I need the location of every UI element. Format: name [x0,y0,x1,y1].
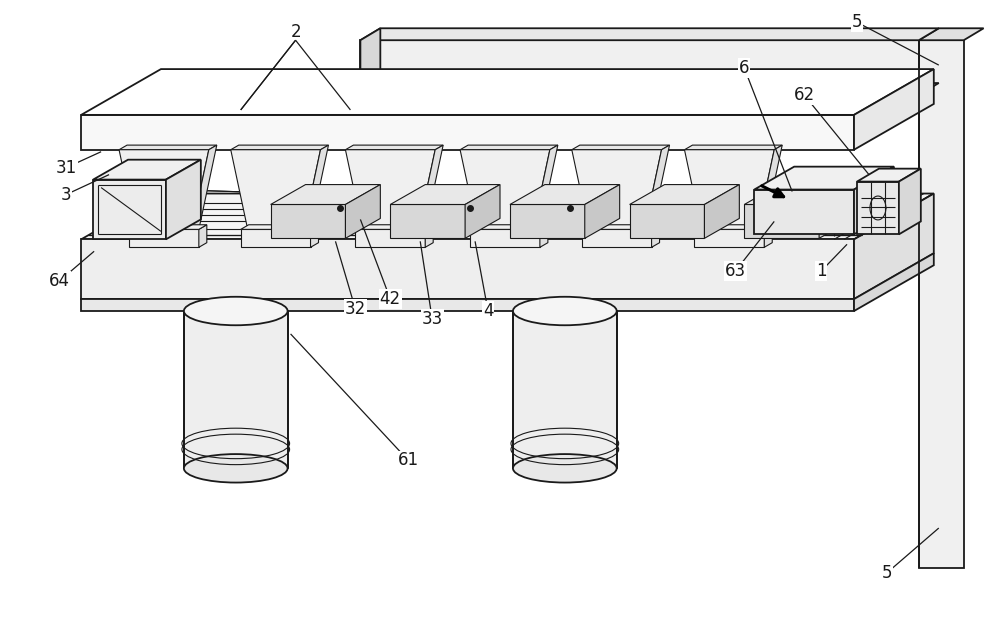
Ellipse shape [513,454,617,482]
Polygon shape [582,230,652,247]
Text: 2: 2 [290,23,301,42]
Ellipse shape [184,454,288,482]
Polygon shape [93,180,166,239]
Polygon shape [231,150,320,230]
Polygon shape [764,225,772,247]
Polygon shape [390,184,500,204]
Polygon shape [857,169,921,182]
Polygon shape [184,311,288,469]
Polygon shape [744,204,819,238]
Polygon shape [360,40,919,95]
Polygon shape [540,225,548,247]
Polygon shape [582,225,660,230]
Polygon shape [81,69,934,115]
Polygon shape [241,230,311,247]
Polygon shape [81,115,854,150]
Polygon shape [360,28,939,40]
Ellipse shape [513,297,617,325]
Text: 1: 1 [816,262,826,280]
Polygon shape [119,145,217,150]
Polygon shape [899,169,921,235]
Polygon shape [129,230,199,247]
Polygon shape [465,184,500,238]
Polygon shape [744,184,854,204]
Polygon shape [271,204,345,238]
Text: 64: 64 [49,272,70,290]
Polygon shape [418,145,443,230]
Polygon shape [166,160,201,239]
Polygon shape [857,182,899,235]
Text: 31: 31 [56,159,77,177]
Polygon shape [919,28,984,40]
Polygon shape [510,204,585,238]
Polygon shape [754,167,894,189]
Polygon shape [533,145,558,230]
Polygon shape [345,184,380,238]
Polygon shape [192,145,217,230]
Polygon shape [390,204,465,238]
Polygon shape [470,225,548,230]
Polygon shape [572,145,670,150]
Polygon shape [819,184,854,238]
Polygon shape [231,145,328,150]
Polygon shape [81,239,854,299]
Polygon shape [81,194,934,239]
Polygon shape [345,150,435,230]
Polygon shape [854,253,934,311]
Polygon shape [81,299,854,311]
Polygon shape [684,150,774,230]
Polygon shape [304,145,328,230]
Polygon shape [704,184,739,238]
Text: 42: 42 [380,290,401,308]
Polygon shape [460,145,558,150]
Text: 5: 5 [852,13,862,31]
Polygon shape [425,225,433,247]
Polygon shape [854,69,934,150]
Polygon shape [355,230,425,247]
Polygon shape [854,167,894,235]
Ellipse shape [184,297,288,325]
Polygon shape [585,184,620,238]
Polygon shape [694,230,764,247]
Polygon shape [513,311,617,469]
Polygon shape [360,83,939,95]
Text: 33: 33 [422,310,443,328]
Polygon shape [630,184,739,204]
Polygon shape [684,145,782,150]
Polygon shape [645,145,670,230]
Polygon shape [360,28,380,95]
Polygon shape [694,225,772,230]
Polygon shape [119,150,209,230]
Text: 6: 6 [739,59,750,77]
Polygon shape [757,145,782,230]
Polygon shape [510,184,620,204]
Polygon shape [129,225,207,230]
Polygon shape [754,189,854,235]
Polygon shape [345,145,443,150]
Polygon shape [919,40,964,568]
Text: 61: 61 [398,452,419,469]
Polygon shape [460,150,550,230]
Polygon shape [854,194,934,299]
Text: 63: 63 [725,262,746,280]
Polygon shape [199,225,207,247]
Polygon shape [652,225,660,247]
Polygon shape [241,225,319,230]
Text: 3: 3 [61,186,72,204]
Polygon shape [572,150,662,230]
Polygon shape [311,225,319,247]
Polygon shape [93,160,201,180]
Text: 4: 4 [483,302,493,320]
Text: 32: 32 [345,300,366,318]
Polygon shape [271,184,380,204]
Text: 5: 5 [882,564,892,582]
Polygon shape [355,225,433,230]
Polygon shape [470,230,540,247]
Polygon shape [630,204,704,238]
Text: 62: 62 [794,86,815,104]
